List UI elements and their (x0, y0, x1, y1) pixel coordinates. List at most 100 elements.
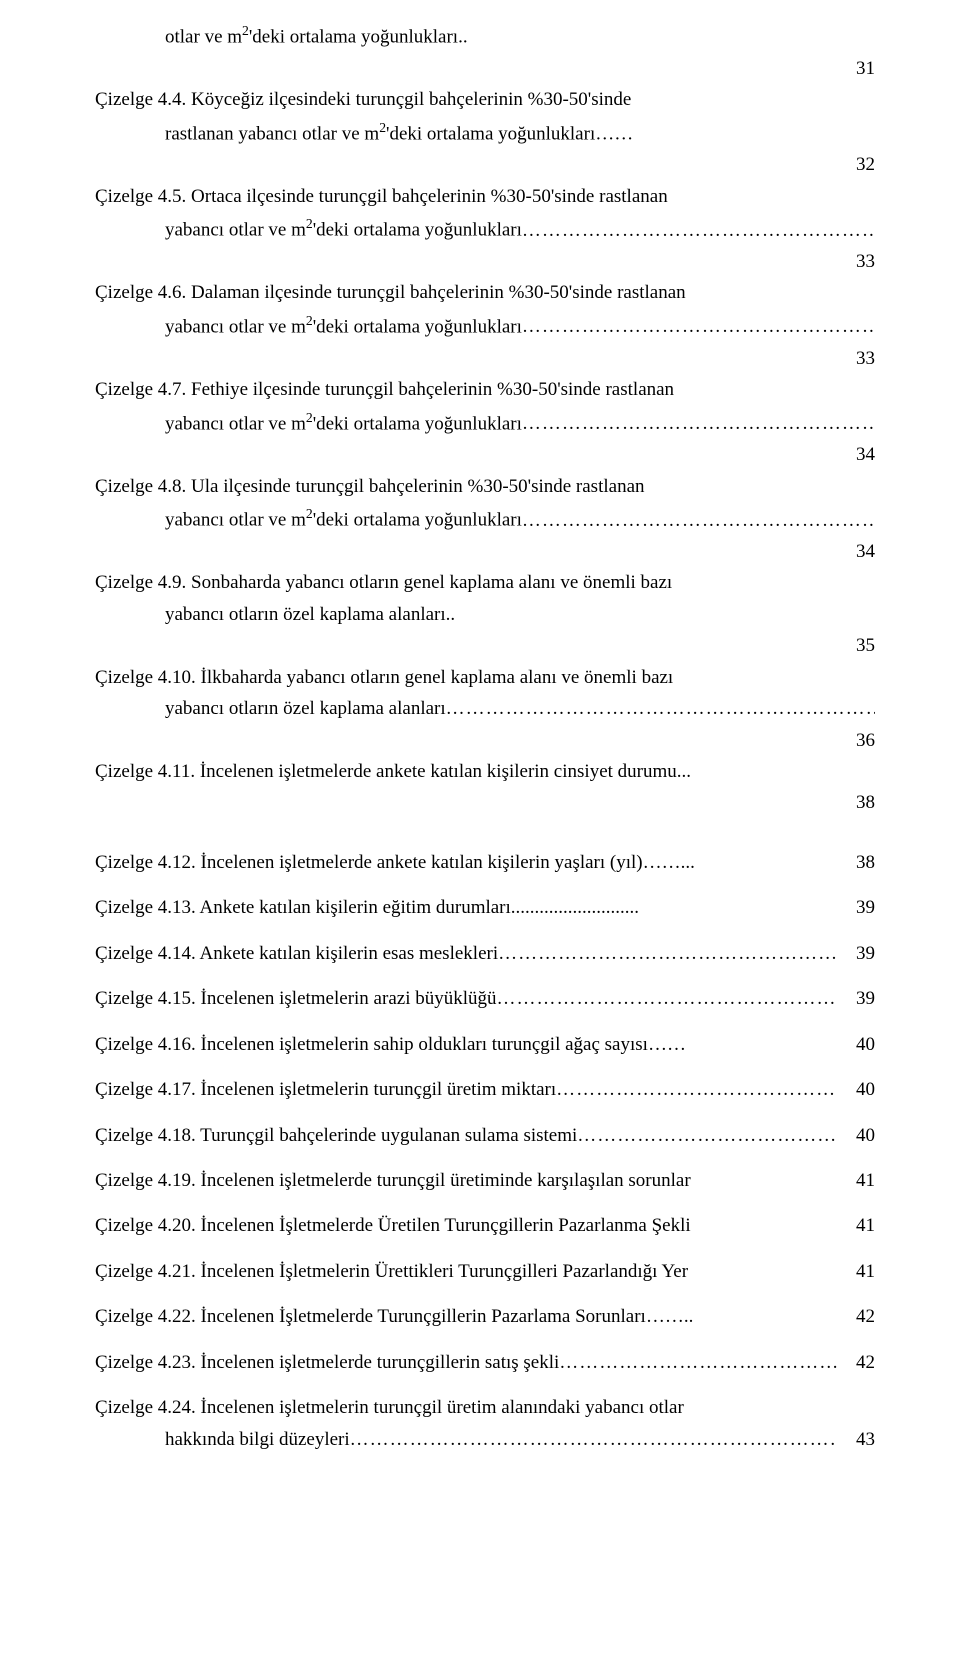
toc-leader (498, 944, 837, 969)
toc-page-number: 39 (837, 939, 875, 968)
toc-row: Çizelge 4.8. Ula ilçesinde turunçgil bah… (95, 472, 875, 501)
toc-row: Çizelge 4.10. İlkbaharda yabancı otların… (95, 663, 875, 692)
toc-page-number: 40 (837, 1030, 875, 1059)
toc-page-number: 42 (837, 1348, 875, 1377)
toc-text: Çizelge 4.18. Turunçgil bahçelerinde uyg… (95, 1121, 577, 1150)
toc-leader (350, 1429, 837, 1454)
toc-leader (693, 1307, 837, 1332)
toc-row: yabancı otlar ve m2'deki ortalama yoğunl… (165, 503, 875, 535)
toc-leader (686, 1034, 837, 1059)
toc-page-number: 41 (837, 1211, 875, 1240)
toc-row: Çizelge 4.6. Dalaman ilçesinde turunçgil… (95, 278, 875, 307)
toc-row: Çizelge 4.15. İncelenen işletmelerin ara… (95, 984, 875, 1013)
toc-page-number: 40 (837, 1075, 875, 1104)
page: otlar ve m2'deki ortalama yoğunlukları..… (0, 0, 960, 1667)
toc-text: yabancı otlar ve m2'deki ortalama yoğunl… (165, 503, 522, 535)
toc-text: Çizelge 4.17. İncelenen işletmelerin tur… (95, 1075, 556, 1104)
toc-leader (522, 317, 875, 342)
toc-leader (559, 1352, 837, 1377)
toc-leader (455, 605, 875, 630)
toc-text: Çizelge 4.14. Ankete katılan kişilerin e… (95, 939, 498, 968)
toc-page-number: 31 (837, 54, 875, 83)
toc-leader (497, 989, 838, 1014)
toc-page-number: 41 (837, 1166, 875, 1195)
toc-page-number: 41 (837, 1257, 875, 1286)
toc-row: Çizelge 4.14. Ankete katılan kişilerin e… (95, 939, 875, 968)
toc-text: Çizelge 4.21. İncelenen İşletmelerin Üre… (95, 1257, 688, 1286)
toc-text: yabancı otlar ve m2'deki ortalama yoğunl… (165, 310, 522, 342)
toc-row: yabancı otlar ve m2'deki ortalama yoğunl… (165, 213, 875, 245)
toc-page-number-row: 32 (95, 150, 875, 179)
toc-row: yabancı otlar ve m2'deki ortalama yoğunl… (165, 310, 875, 342)
toc-text: hakkında bilgi düzeyleri (165, 1425, 350, 1454)
toc-row: Çizelge 4.12. İncelenen işletmelerde ank… (95, 848, 875, 877)
toc-text: Çizelge 4.5. Ortaca ilçesinde turunçgil … (95, 182, 668, 211)
toc-text: Çizelge 4.20. İncelenen İşletmelerde Üre… (95, 1211, 691, 1240)
toc-leader (691, 762, 875, 787)
toc-text: yabancı otlar ve m2'deki ortalama yoğunl… (165, 213, 522, 245)
toc-row: Çizelge 4.21. İncelenen İşletmelerin Üre… (95, 1257, 875, 1286)
toc-page-number-row: 34 (95, 537, 875, 566)
toc-row: yabancı otlar ve m2'deki ortalama yoğunl… (165, 407, 875, 439)
toc-text: yabancı otlar ve m2'deki ortalama yoğunl… (165, 407, 522, 439)
toc-row: Çizelge 4.23. İncelenen işletmelerde tur… (95, 1348, 875, 1377)
toc-text: Çizelge 4.11. İncelenen işletmelerde ank… (95, 757, 691, 786)
toc-row: Çizelge 4.17. İncelenen işletmelerin tur… (95, 1075, 875, 1104)
toc-leader (688, 1262, 837, 1287)
toc-text: Çizelge 4.6. Dalaman ilçesinde turunçgil… (95, 278, 686, 307)
toc-text: Çizelge 4.9. Sonbaharda yabancı otların … (95, 568, 672, 597)
toc-leader (446, 699, 875, 724)
toc-text: Çizelge 4.15. İncelenen işletmelerin ara… (95, 984, 497, 1013)
toc-page-number: 34 (837, 440, 875, 469)
toc-page-number-row: 33 (95, 247, 875, 276)
toc-text: Çizelge 4.22. İncelenen İşletmelerde Tur… (95, 1302, 693, 1331)
toc-text: Çizelge 4.23. İncelenen işletmelerde tur… (95, 1348, 559, 1377)
toc-page-number: 33 (837, 344, 875, 373)
toc-row: Çizelge 4.20. İncelenen İşletmelerde Üre… (95, 1211, 875, 1240)
toc-text: Çizelge 4.8. Ula ilçesinde turunçgil bah… (95, 472, 645, 501)
toc-text: rastlanan yabancı otlar ve m2'deki ortal… (165, 117, 633, 149)
toc-row: rastlanan yabancı otlar ve m2'deki ortal… (165, 117, 875, 149)
toc-leader (633, 124, 875, 149)
toc-row: hakkında bilgi düzeyleri43 (165, 1425, 875, 1454)
toc-page-number: 39 (837, 984, 875, 1013)
toc-text: yabancı otların özel kaplama alanları.. (165, 600, 455, 629)
toc-leader (468, 27, 875, 52)
toc-row: Çizelge 4.24. İncelenen işletmelerin tur… (95, 1393, 875, 1422)
toc-row: yabancı otların özel kaplama alanları (165, 694, 875, 723)
toc-page-number: 39 (837, 893, 875, 922)
toc-text: Çizelge 4.24. İncelenen işletmelerin tur… (95, 1393, 684, 1422)
toc-row: Çizelge 4.9. Sonbaharda yabancı otların … (95, 568, 875, 597)
toc-page-number: 38 (837, 848, 875, 877)
toc-row: Çizelge 4.13. Ankete katılan kişilerin e… (95, 893, 875, 922)
toc-row: Çizelge 4.19. İncelenen işletmelerde tur… (95, 1166, 875, 1195)
toc-text: Çizelge 4.7. Fethiye ilçesinde turunçgil… (95, 375, 674, 404)
toc-page-number-row: 38 (95, 788, 875, 817)
toc-page-number: 40 (837, 1121, 875, 1150)
toc-leader (556, 1080, 837, 1105)
toc-text: otlar ve m2'deki ortalama yoğunlukları.. (165, 20, 468, 52)
toc-leader (691, 1171, 837, 1196)
toc-leader (522, 414, 875, 439)
toc-row: Çizelge 4.4. Köyceğiz ilçesindeki turunç… (95, 85, 875, 114)
toc-row: Çizelge 4.18. Turunçgil bahçelerinde uyg… (95, 1121, 875, 1150)
toc-page-number: 36 (837, 726, 875, 755)
toc-row: Çizelge 4.16. İncelenen işletmelerin sah… (95, 1030, 875, 1059)
toc-text: Çizelge 4.4. Köyceğiz ilçesindeki turunç… (95, 85, 631, 114)
toc-row: yabancı otların özel kaplama alanları.. (165, 600, 875, 629)
toc-text: Çizelge 4.19. İncelenen işletmelerde tur… (95, 1166, 691, 1195)
toc-page-number: 33 (837, 247, 875, 276)
toc-leader (577, 1125, 837, 1150)
toc-page-number-row: 31 (95, 54, 875, 83)
toc-leader (522, 220, 875, 245)
toc-page-number: 35 (837, 631, 875, 660)
toc-text: Çizelge 4.16. İncelenen işletmelerin sah… (95, 1030, 686, 1059)
toc-page-number: 34 (837, 537, 875, 566)
toc-text: yabancı otların özel kaplama alanları (165, 694, 446, 723)
toc-page-number: 38 (837, 788, 875, 817)
toc-row: Çizelge 4.22. İncelenen İşletmelerde Tur… (95, 1302, 875, 1331)
toc-page-number-row: 35 (95, 631, 875, 660)
toc-text: Çizelge 4.10. İlkbaharda yabancı otların… (95, 663, 673, 692)
toc-page-number-row: 34 (95, 440, 875, 469)
toc-leader (522, 510, 875, 535)
